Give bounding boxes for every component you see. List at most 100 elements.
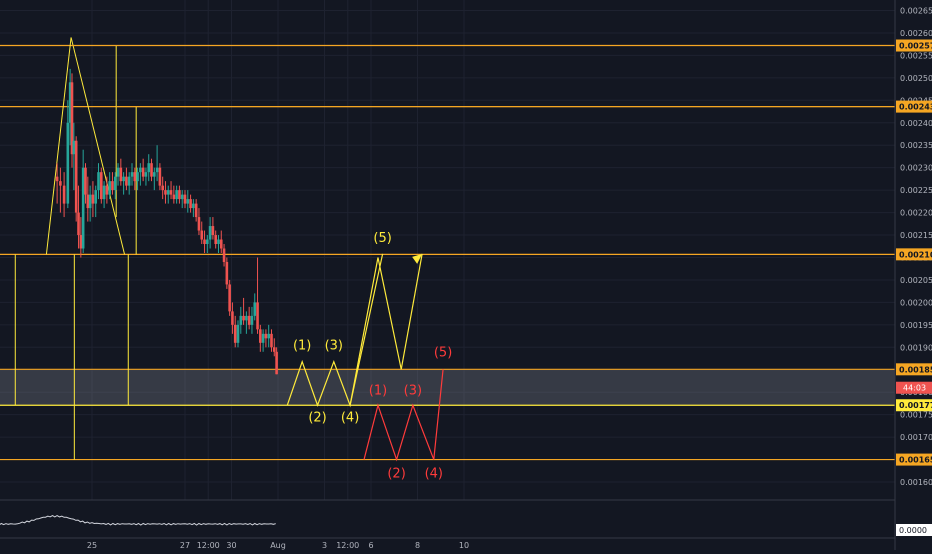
support-zone-rect: [0, 369, 895, 406]
candle-body: [178, 190, 181, 200]
time-tick-label: 25: [87, 541, 97, 550]
candle-body: [231, 311, 234, 325]
candle-body: [194, 203, 198, 218]
trendline: [45, 37, 72, 255]
candle-body: [275, 351, 278, 375]
candle-body: [130, 172, 134, 177]
candle-body: [161, 185, 164, 191]
candle-body: [217, 239, 220, 245]
candle-body: [116, 167, 120, 177]
candle-body: [127, 176, 131, 186]
candle-body: [264, 333, 268, 339]
red-wave-label: (2): [387, 467, 405, 482]
candle-body: [141, 167, 145, 177]
time-tick-label: 27: [180, 541, 190, 550]
candle-body: [153, 172, 156, 177]
time-tick-label: 30: [226, 541, 236, 550]
candle-body: [261, 333, 265, 343]
candle-body: [169, 190, 173, 195]
candle-body: [59, 181, 62, 186]
drawings: [14, 37, 895, 460]
current-price-tag: [896, 381, 932, 394]
candle-body: [108, 181, 111, 195]
candle-body: [97, 172, 100, 191]
current-price-label: 44:03: [903, 384, 926, 393]
candle-body: [172, 194, 176, 200]
candle-body: [155, 167, 159, 173]
arrow-head: [412, 253, 423, 264]
trendline: [70, 37, 126, 255]
candle-body: [175, 190, 178, 200]
candle-body: [133, 172, 137, 182]
candle-body: [211, 226, 215, 236]
price-axis: 0.0026500.0026000.0025500.0025000.002450…: [894, 0, 932, 550]
candle-body: [144, 172, 148, 177]
yellow-wave-label: (1): [293, 339, 311, 354]
candle-body: [166, 190, 170, 195]
candle-body: [180, 194, 184, 200]
candle-body: [222, 248, 226, 262]
yellow-wave-label: (2): [308, 410, 326, 425]
candle-body: [84, 167, 87, 195]
candle-body: [55, 176, 59, 182]
candle-body: [253, 302, 257, 316]
candle-body: [113, 176, 117, 191]
candle-body: [94, 190, 98, 204]
candle-body: [91, 194, 95, 204]
time-tick-label: 6: [368, 541, 373, 550]
candle-body: [228, 284, 231, 312]
volume-line: [0, 515, 276, 526]
time-tick-label: Aug: [270, 541, 286, 550]
level-price-tag: [896, 39, 932, 52]
candle-body: [147, 163, 151, 173]
candle-body: [183, 194, 187, 204]
candle-body: [77, 212, 80, 236]
candle-body: [70, 82, 74, 155]
candle-body: [272, 347, 276, 352]
candle-body: [189, 199, 192, 209]
yellow-wave-label: (4): [341, 410, 359, 425]
candle-body: [150, 163, 153, 177]
candle-body: [88, 194, 92, 209]
grid: [0, 0, 895, 500]
candle-body: [111, 181, 114, 191]
yellow-wave-label: (5): [373, 231, 391, 246]
yellow-wave-path: [286, 257, 402, 408]
level-price-label: 0.001851: [899, 365, 932, 374]
candle-body: [203, 239, 206, 245]
candle-body: [139, 167, 142, 173]
time-tick-label: 12:00: [197, 541, 220, 550]
candle-body: [66, 122, 70, 204]
red-wave-label: (3): [404, 383, 422, 398]
red-wave-label: (4): [425, 467, 443, 482]
wave-projections: (1) (2) (3) (4) (5) (1) (2) (3) (4) (5): [286, 231, 452, 482]
support-zone: [0, 369, 895, 406]
candle-body: [200, 230, 204, 240]
candle-body: [68, 82, 72, 123]
level-price-label: 0.001650: [899, 456, 932, 465]
candle-body: [72, 140, 76, 155]
candle-body: [86, 194, 90, 209]
volume-tag: [896, 524, 932, 536]
candle-body: [81, 167, 85, 249]
level-price-tag: [896, 100, 932, 113]
candle-body: [125, 176, 128, 186]
red-wave-path: [363, 369, 444, 462]
level-price-tag: [896, 399, 932, 412]
candle-body: [242, 315, 245, 321]
candle-body: [122, 176, 125, 182]
